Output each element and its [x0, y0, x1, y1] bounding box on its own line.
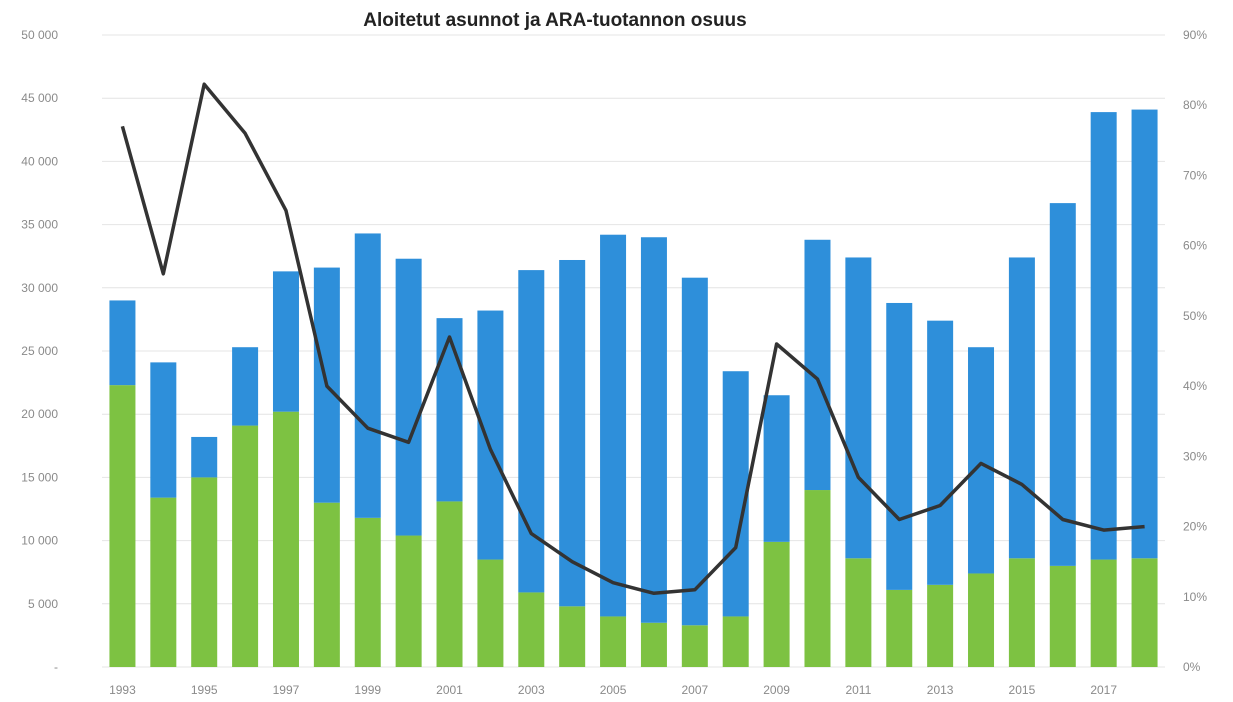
- bar-upper-segment: [109, 300, 136, 386]
- bar-upper-segment: [1049, 203, 1076, 566]
- bar-lower-segment: [150, 497, 177, 667]
- x-axis-tick-label: 1997: [273, 683, 300, 697]
- bar-upper-segment: [395, 258, 422, 536]
- x-axis-tick-label: 2015: [1009, 683, 1036, 697]
- line-series-path: [120, 82, 1145, 596]
- x-axis-tick-label: 2013: [927, 683, 954, 697]
- bar-lower-segment: [722, 616, 749, 667]
- bar-upper-segment: [272, 271, 299, 412]
- x-axis-tick-label: 2001: [436, 683, 463, 697]
- bar-upper-segment: [518, 270, 545, 593]
- gridlines: [102, 34, 1165, 668]
- right-axis-tick-label: 70%: [1183, 168, 1207, 182]
- x-axis-tick-label: 2009: [763, 683, 790, 697]
- bar-upper-segment: [1090, 112, 1117, 560]
- left-axis-tick-label: -: [54, 660, 58, 674]
- right-axis-tick-label: 80%: [1183, 98, 1207, 112]
- right-axis-tick-label: 40%: [1183, 379, 1207, 393]
- left-axis-tick-label: 30 000: [21, 281, 58, 295]
- bar-lower-segment: [804, 490, 831, 667]
- left-axis-tick-label: 50 000: [21, 28, 58, 42]
- bar-lower-segment: [109, 385, 136, 667]
- bar-lower-segment: [518, 592, 545, 667]
- bar-lower-segment: [272, 411, 299, 667]
- right-axis-tick-label: 20%: [1183, 520, 1207, 534]
- bar-upper-segment: [436, 318, 463, 502]
- x-axis-tick-label: 2011: [845, 683, 871, 697]
- bar-lower-segment: [1049, 565, 1076, 667]
- bar-upper-segment: [722, 371, 749, 617]
- line-series: [120, 82, 1145, 596]
- x-axis-ticks: 1993 1995 1997 1999 2001 2003 2005 2007 2009 2011…: [109, 683, 1117, 697]
- bar-lower-segment: [927, 584, 954, 667]
- bar-upper-segment: [559, 259, 586, 607]
- bar-series: [109, 109, 1158, 667]
- bar-lower-segment: [559, 606, 586, 667]
- bar-lower-segment: [600, 616, 627, 667]
- left-axis-tick-label: 5 000: [28, 597, 58, 611]
- bar-upper-segment: [845, 257, 872, 559]
- bar-upper-segment: [354, 233, 381, 518]
- bar-upper-segment: [927, 320, 954, 585]
- right-axis-ticks: 0% 10% 20% 30% 40% 50% 60% 70% 80% 90%: [1183, 28, 1207, 674]
- left-axis-tick-label: 20 000: [21, 407, 58, 421]
- bar-upper-segment: [191, 436, 218, 478]
- bar-upper-segment: [804, 239, 831, 491]
- bar-upper-segment: [600, 234, 627, 617]
- bar-upper-segment: [640, 237, 667, 623]
- bar-lower-segment: [354, 517, 381, 667]
- bar-lower-segment: [436, 501, 463, 667]
- left-axis-tick-label: 45 000: [21, 91, 58, 105]
- right-axis-tick-label: 90%: [1183, 28, 1207, 42]
- right-axis-tick-label: 0%: [1183, 660, 1201, 674]
- bar-lower-segment: [968, 573, 995, 667]
- x-axis-tick-label: 2005: [600, 683, 627, 697]
- left-axis-tick-label: 40 000: [21, 154, 58, 168]
- bar-upper-segment: [886, 302, 913, 590]
- left-axis-tick-label: 15 000: [21, 470, 58, 484]
- bar-lower-segment: [1090, 559, 1117, 667]
- bar-upper-segment: [477, 310, 504, 560]
- bar-upper-segment: [763, 395, 790, 542]
- bar-upper-segment: [1008, 257, 1035, 559]
- bar-upper-segment: [1131, 109, 1158, 559]
- left-axis-tick-label: 35 000: [21, 218, 58, 232]
- x-axis-tick-label: 1993: [109, 683, 136, 697]
- bar-lower-segment: [681, 625, 708, 667]
- x-axis-tick-label: 2003: [518, 683, 545, 697]
- bar-upper-segment: [150, 362, 177, 498]
- bar-lower-segment: [1131, 558, 1158, 667]
- bar-lower-segment: [395, 535, 422, 667]
- bar-lower-segment: [640, 622, 667, 667]
- left-axis-tick-label: 10 000: [21, 534, 58, 548]
- bar-lower-segment: [191, 477, 218, 667]
- right-axis-tick-label: 30%: [1183, 449, 1207, 463]
- chart-title: Aloitetut asunnot ja ARA-tuotannon osuus: [363, 10, 746, 31]
- left-axis-tick-label: 25 000: [21, 344, 58, 358]
- right-axis-tick-label: 50%: [1183, 309, 1207, 323]
- bar-lower-segment: [232, 425, 259, 667]
- bar-lower-segment: [763, 541, 790, 667]
- bar-lower-segment: [845, 558, 872, 667]
- x-axis-tick-label: 2017: [1090, 683, 1117, 697]
- bar-lower-segment: [1008, 558, 1035, 667]
- x-axis-tick-label: 1999: [354, 683, 381, 697]
- x-axis-tick-label: 1995: [191, 683, 218, 697]
- bar-upper-segment: [232, 347, 259, 426]
- bar-upper-segment: [681, 277, 708, 626]
- bar-lower-segment: [886, 589, 913, 667]
- right-axis-tick-label: 60%: [1183, 239, 1207, 253]
- bar-lower-segment: [313, 502, 340, 667]
- x-axis-tick-label: 2007: [681, 683, 708, 697]
- right-axis-tick-label: 10%: [1183, 590, 1207, 604]
- bar-upper-segment: [968, 347, 995, 574]
- left-axis-ticks: - 5 000 10 000 15 000 20 000 25 000 30 000 35 0…: [21, 28, 58, 674]
- bar-lower-segment: [477, 559, 504, 667]
